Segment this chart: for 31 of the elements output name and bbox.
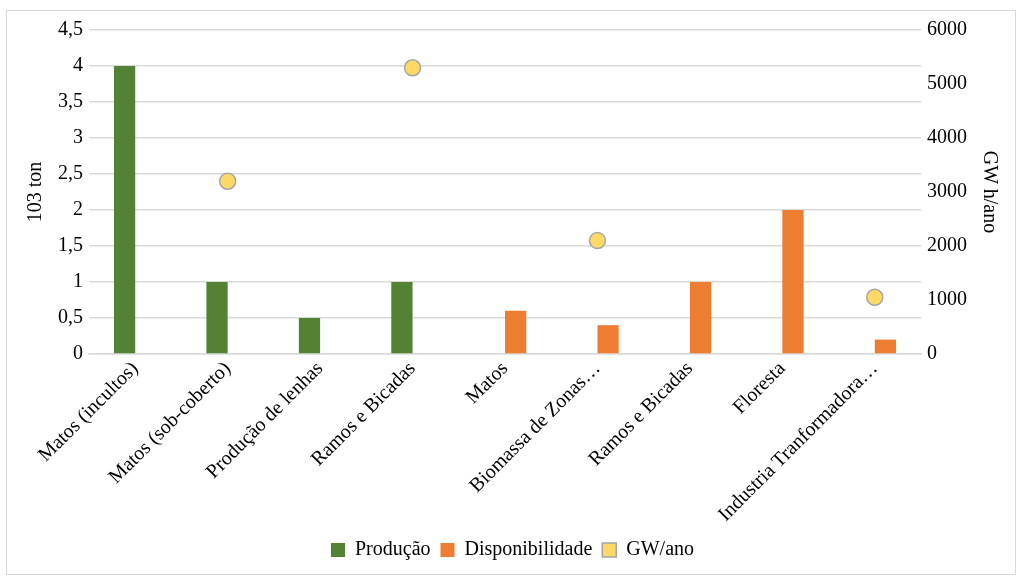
bar [391, 281, 413, 354]
y-tick-label: 2,5 [58, 161, 83, 184]
y-tick-label: 1 [73, 269, 83, 292]
y-tick-label: 3,5 [58, 89, 83, 112]
bar [505, 310, 527, 354]
bar [113, 66, 136, 354]
bar [298, 317, 321, 354]
y-tick-label: 2 [73, 197, 83, 220]
y2-tick-label: 6000 [927, 17, 967, 40]
y-tick-label: 3 [73, 125, 83, 148]
y2-tick-label: 4000 [927, 125, 967, 148]
bar [782, 209, 804, 354]
bar [597, 325, 619, 354]
y2-tick-label: 3000 [927, 179, 967, 202]
y-tick-label: 0,5 [58, 305, 83, 328]
y-tick-label: 4 [73, 53, 83, 76]
bar [206, 281, 228, 354]
legend-label: GW/ano [626, 537, 695, 560]
bar [874, 339, 897, 354]
legend-label: Disponibilidade [464, 537, 593, 561]
y-axis-title: 103 ton [23, 161, 46, 223]
y-tick-label: 4,5 [58, 17, 83, 40]
bar [689, 281, 712, 354]
y2-tick-label: 2000 [927, 233, 967, 256]
y-tick-label: 0 [73, 341, 83, 364]
y2-tick-label: 0 [927, 341, 937, 364]
y2-axis-title: GW h/ano [979, 150, 1002, 234]
legend-label: Produção [354, 537, 431, 561]
y-tick-label: 1,5 [58, 233, 83, 256]
y2-tick-label: 5000 [927, 71, 967, 94]
y2-tick-label: 1000 [927, 287, 967, 310]
